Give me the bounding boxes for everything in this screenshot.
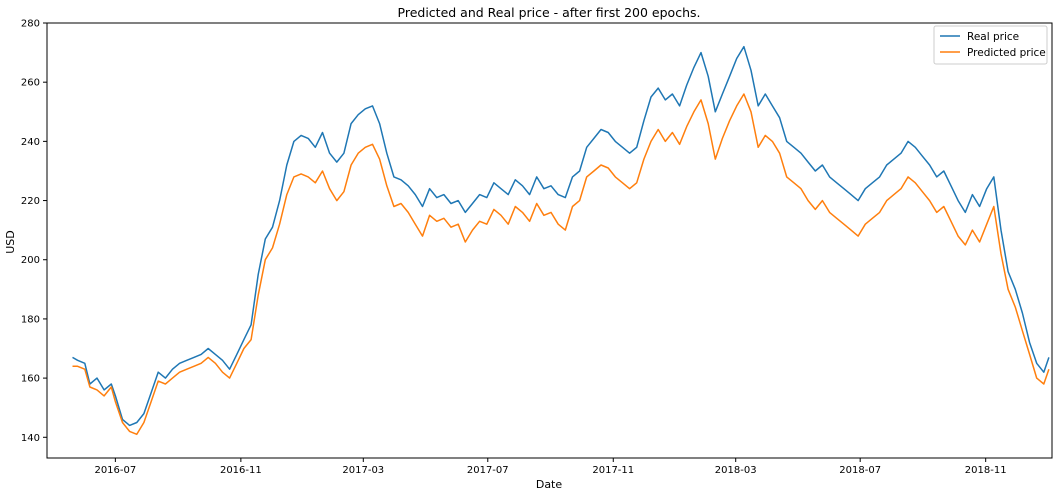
x-tick-label: 2017-07: [467, 465, 509, 476]
legend-box: [933, 25, 1048, 65]
x-tick-label: 2018-03: [715, 465, 757, 476]
y-tick-label: 260: [21, 78, 40, 89]
y-tick-label: 200: [21, 255, 40, 266]
x-axis-title: Date: [536, 478, 563, 491]
y-tick-label: 160: [21, 374, 40, 385]
y-axis-title: USD: [4, 230, 17, 254]
y-tick-label: 280: [21, 19, 40, 30]
y-tick-label: 220: [21, 196, 40, 207]
x-tick-label: 2016-07: [94, 465, 136, 476]
chart-title: Predicted and Real price - after first 2…: [398, 5, 701, 20]
x-tick-label: 2017-03: [342, 465, 384, 476]
plot-frame: [46, 22, 1053, 459]
legend-label-real: Real price: [967, 31, 1019, 43]
y-tick-label: 240: [21, 137, 40, 148]
series-group: [72, 45, 1050, 436]
legend: Real price Predicted price: [933, 25, 1048, 65]
x-tick-label: 2018-11: [965, 465, 1007, 476]
plot-area: [46, 22, 1053, 459]
y-axis: 140 160 180 200 220 240 260 280: [21, 19, 47, 444]
x-axis: 2016-07 2016-11 2017-03 2017-07 2017-11 2018-…: [94, 458, 1007, 476]
y-tick-label: 180: [21, 314, 40, 325]
x-tick-label: 2017-11: [592, 465, 634, 476]
legend-label-predicted: Predicted price: [967, 47, 1046, 59]
series-line-real: [72, 45, 1050, 427]
x-tick-label: 2018-07: [839, 465, 881, 476]
x-tick-label: 2016-11: [220, 465, 262, 476]
series-line-predicted: [72, 93, 1050, 436]
y-tick-label: 140: [21, 433, 40, 444]
